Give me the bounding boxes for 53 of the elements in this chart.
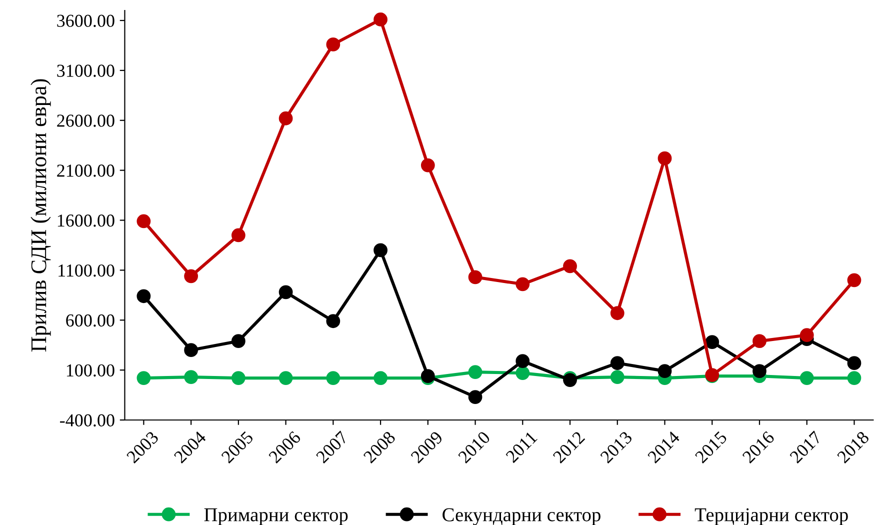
y-tick-label: 1100.00 bbox=[58, 264, 114, 277]
point bbox=[278, 285, 293, 300]
y-tick-label: 2100.00 bbox=[57, 164, 114, 177]
y-tick-label: 2600.00 bbox=[57, 114, 114, 127]
point bbox=[847, 356, 862, 370]
y-tick-label: 1600.00 bbox=[58, 214, 114, 227]
point bbox=[752, 364, 766, 378]
point bbox=[516, 366, 530, 380]
point bbox=[420, 158, 435, 172]
y-tick-label: 3600.00 bbox=[57, 14, 114, 28]
point bbox=[326, 38, 340, 52]
point bbox=[184, 269, 198, 284]
point bbox=[847, 371, 862, 385]
y-tick-label: 100.00 bbox=[66, 364, 114, 377]
point bbox=[468, 365, 482, 380]
legend-label: Примарни сектор bbox=[204, 508, 348, 525]
point bbox=[184, 370, 198, 384]
point bbox=[610, 356, 624, 370]
point bbox=[610, 306, 624, 320]
point bbox=[326, 314, 340, 328]
point bbox=[752, 334, 766, 348]
point bbox=[516, 277, 530, 292]
y-axis-title: Прилив СДИ (милиони евра) bbox=[30, 79, 51, 352]
point bbox=[136, 289, 151, 304]
point bbox=[658, 364, 672, 378]
point bbox=[610, 370, 624, 384]
y-tick-label: -400.00 bbox=[60, 414, 114, 427]
point bbox=[278, 111, 293, 126]
point bbox=[658, 151, 672, 166]
point bbox=[374, 12, 388, 26]
point bbox=[231, 371, 246, 385]
point bbox=[231, 334, 246, 348]
point bbox=[468, 270, 482, 284]
point bbox=[847, 273, 862, 288]
point bbox=[516, 354, 530, 368]
point bbox=[705, 335, 720, 350]
point bbox=[468, 390, 482, 404]
point bbox=[136, 214, 151, 228]
point bbox=[184, 343, 198, 358]
point bbox=[231, 228, 246, 242]
point bbox=[800, 371, 814, 385]
legend-label: Терцијарни сектор bbox=[694, 508, 848, 525]
point bbox=[326, 371, 340, 385]
y-tick-label: 600.00 bbox=[66, 314, 114, 327]
legend-label: Секундарни сектор bbox=[442, 508, 600, 525]
point bbox=[136, 371, 151, 385]
point bbox=[374, 371, 388, 385]
x-tick-label: 2011 bbox=[505, 430, 538, 464]
point bbox=[278, 371, 293, 385]
point bbox=[563, 259, 577, 274]
point bbox=[374, 243, 388, 258]
y-tick-label: 3100.00 bbox=[57, 64, 114, 77]
point bbox=[800, 328, 814, 342]
